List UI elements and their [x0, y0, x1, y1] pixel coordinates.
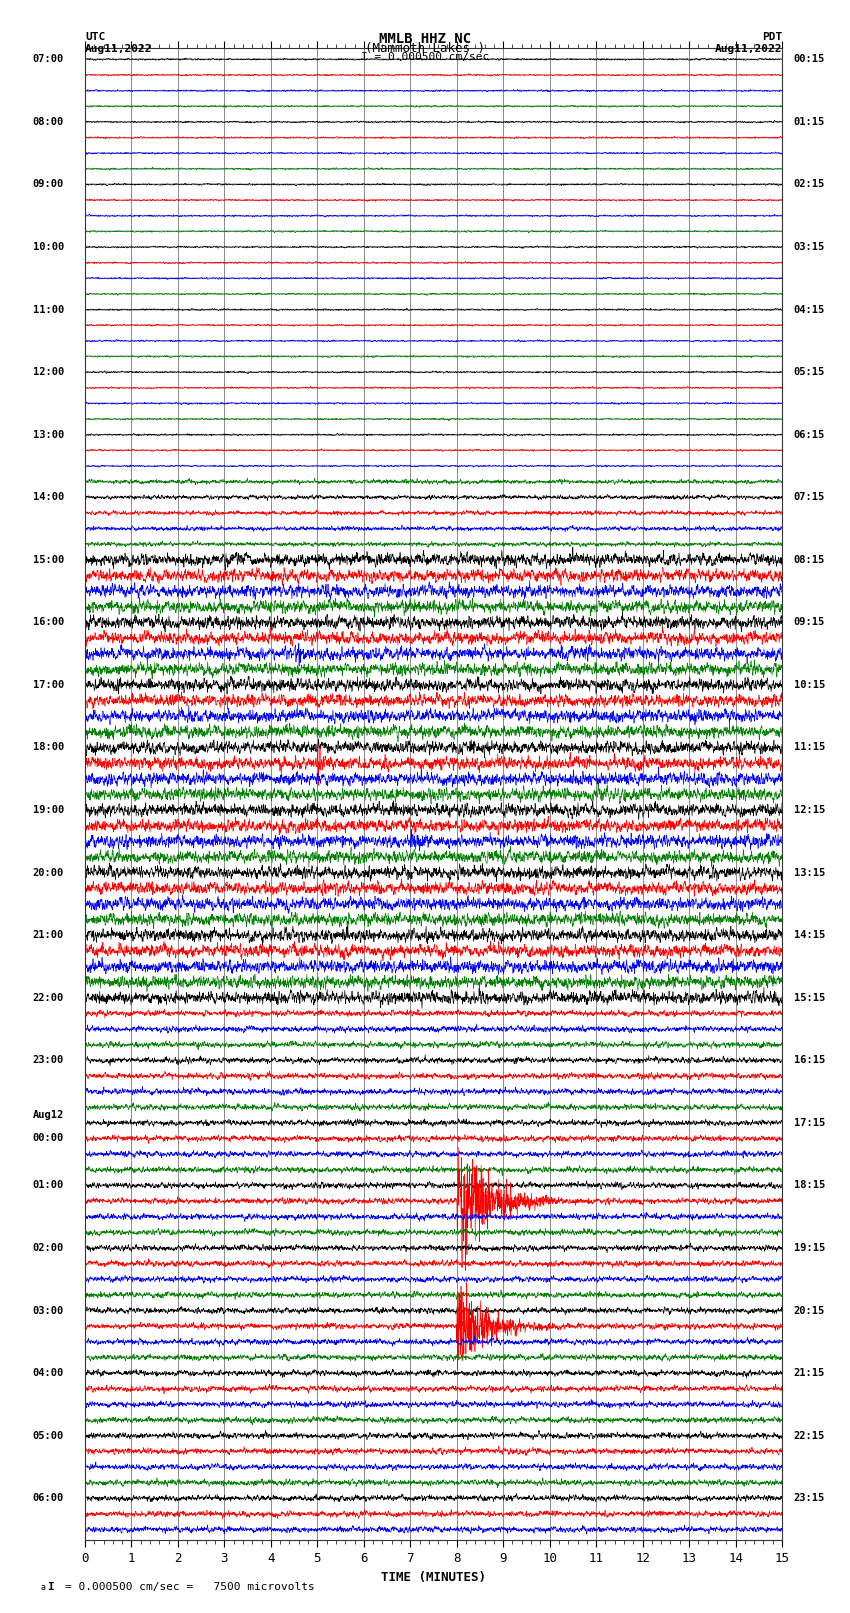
X-axis label: TIME (MINUTES): TIME (MINUTES) — [381, 1571, 486, 1584]
Text: 15:00: 15:00 — [33, 555, 64, 565]
Text: 04:15: 04:15 — [794, 305, 824, 315]
Text: 01:00: 01:00 — [33, 1181, 64, 1190]
Text: 03:15: 03:15 — [794, 242, 824, 252]
Text: a: a — [41, 1582, 46, 1592]
Text: 21:15: 21:15 — [794, 1368, 824, 1378]
Text: 10:00: 10:00 — [33, 242, 64, 252]
Text: 11:15: 11:15 — [794, 742, 824, 753]
Text: 19:15: 19:15 — [794, 1244, 824, 1253]
Text: 14:15: 14:15 — [794, 931, 824, 940]
Text: (Mammoth Lakes ): (Mammoth Lakes ) — [365, 42, 485, 55]
Text: 00:15: 00:15 — [794, 55, 824, 65]
Text: 12:00: 12:00 — [33, 368, 64, 377]
Text: 14:00: 14:00 — [33, 492, 64, 502]
Text: MMLB HHZ NC: MMLB HHZ NC — [379, 32, 471, 47]
Text: 06:00: 06:00 — [33, 1494, 64, 1503]
Text: 17:15: 17:15 — [794, 1118, 824, 1127]
Text: 00:00: 00:00 — [33, 1134, 64, 1144]
Text: 09:15: 09:15 — [794, 618, 824, 627]
Text: 15:15: 15:15 — [794, 992, 824, 1003]
Text: UTC: UTC — [85, 32, 105, 42]
Text: 02:00: 02:00 — [33, 1244, 64, 1253]
Text: 01:15: 01:15 — [794, 116, 824, 127]
Text: 18:00: 18:00 — [33, 742, 64, 753]
Text: 20:00: 20:00 — [33, 868, 64, 877]
Text: 17:00: 17:00 — [33, 681, 64, 690]
Text: PDT: PDT — [762, 32, 782, 42]
Text: I = 0.000500 cm/sec: I = 0.000500 cm/sec — [361, 52, 489, 61]
Text: 08:15: 08:15 — [794, 555, 824, 565]
Text: 19:00: 19:00 — [33, 805, 64, 815]
Text: 05:00: 05:00 — [33, 1431, 64, 1440]
Text: Aug11,2022: Aug11,2022 — [715, 44, 782, 53]
Text: 12:15: 12:15 — [794, 805, 824, 815]
Text: 13:00: 13:00 — [33, 429, 64, 440]
Text: 10:15: 10:15 — [794, 681, 824, 690]
Text: Aug12: Aug12 — [33, 1110, 64, 1119]
Text: 08:00: 08:00 — [33, 116, 64, 127]
Text: 23:00: 23:00 — [33, 1055, 64, 1065]
Text: 22:15: 22:15 — [794, 1431, 824, 1440]
Text: 06:15: 06:15 — [794, 429, 824, 440]
Text: Aug11,2022: Aug11,2022 — [85, 44, 152, 53]
Text: 18:15: 18:15 — [794, 1181, 824, 1190]
Text: 22:00: 22:00 — [33, 992, 64, 1003]
Text: I: I — [47, 1582, 54, 1592]
Text: 02:15: 02:15 — [794, 179, 824, 189]
Text: 09:00: 09:00 — [33, 179, 64, 189]
Text: 21:00: 21:00 — [33, 931, 64, 940]
Text: 07:00: 07:00 — [33, 55, 64, 65]
Text: = 0.000500 cm/sec =   7500 microvolts: = 0.000500 cm/sec = 7500 microvolts — [65, 1582, 315, 1592]
Text: 13:15: 13:15 — [794, 868, 824, 877]
Text: 23:15: 23:15 — [794, 1494, 824, 1503]
Text: 16:15: 16:15 — [794, 1055, 824, 1065]
Text: 20:15: 20:15 — [794, 1305, 824, 1316]
Text: 11:00: 11:00 — [33, 305, 64, 315]
Text: 16:00: 16:00 — [33, 618, 64, 627]
Text: 07:15: 07:15 — [794, 492, 824, 502]
Text: 05:15: 05:15 — [794, 368, 824, 377]
Text: 03:00: 03:00 — [33, 1305, 64, 1316]
Text: 04:00: 04:00 — [33, 1368, 64, 1378]
